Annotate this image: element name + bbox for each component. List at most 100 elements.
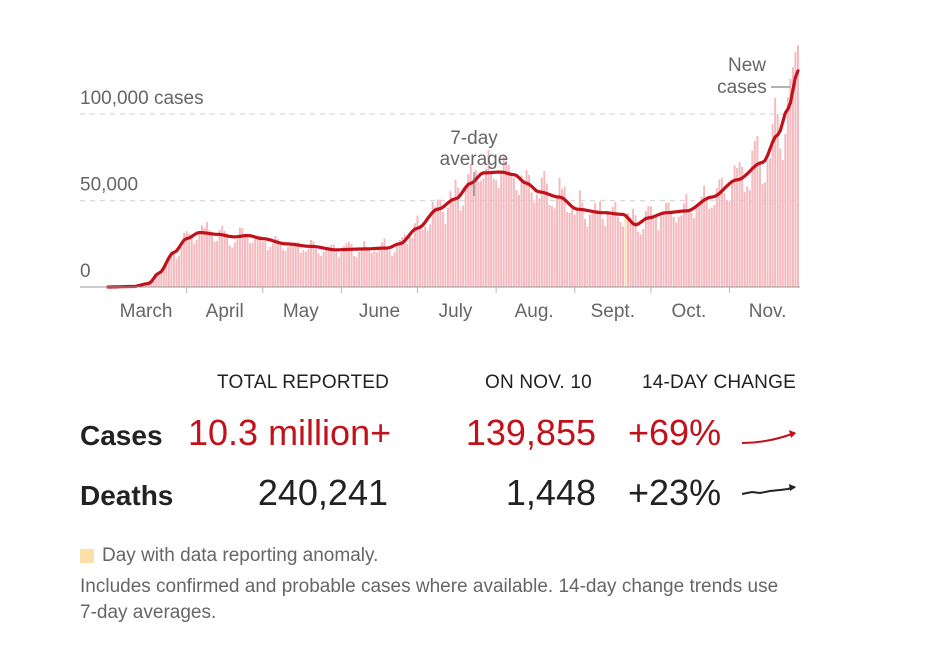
daily-bar-161 [515, 190, 518, 287]
daily-bar-197 [606, 213, 609, 287]
daily-bar-55 [246, 237, 249, 287]
daily-bar-99 [358, 251, 361, 287]
header-total-reported: TOTAL REPORTED [217, 372, 390, 393]
daily-bar-272 [797, 45, 799, 288]
daily-bar-91 [337, 257, 340, 287]
daily-bar-112 [391, 255, 394, 287]
daily-bar-33 [190, 235, 193, 287]
daily-bar-266 [781, 160, 784, 287]
x-tick-label-1: April [206, 301, 244, 322]
x-tick-label-3: June [359, 301, 400, 322]
daily-bar-223 [672, 216, 675, 287]
deaths-on-day: 1,448 [505, 472, 596, 513]
daily-bar-259 [764, 182, 766, 287]
daily-bar-133 [444, 224, 447, 287]
daily-bar-128 [431, 201, 434, 287]
daily-bar-243 [723, 193, 726, 287]
daily-bar-126 [426, 230, 429, 287]
daily-bar-199 [611, 206, 614, 287]
daily-bar-157 [505, 160, 508, 287]
daily-bar-252 [746, 186, 749, 287]
daily-bar-271 [794, 51, 797, 287]
daily-bar-228 [685, 193, 688, 287]
daily-bar-72 [289, 245, 292, 287]
daily-bar-156 [502, 155, 505, 287]
y-tick-label-0: 100,000 cases [80, 88, 204, 109]
daily-bar-250 [741, 167, 744, 287]
daily-bar-262 [771, 124, 774, 288]
daily-bar-43 [216, 241, 219, 287]
daily-bar-219 [662, 212, 665, 287]
daily-bar-212 [644, 210, 647, 287]
daily-bar-71 [287, 246, 290, 287]
daily-bar-148 [482, 178, 485, 287]
daily-bar-194 [599, 201, 602, 287]
daily-bar-104 [370, 252, 373, 287]
new-cases-annotation-line1: New [728, 55, 766, 76]
daily-bar-143 [469, 163, 472, 287]
cases-row-label: Cases [80, 420, 163, 451]
x-tick-label-5: Aug. [515, 301, 554, 322]
daily-bar-89 [332, 244, 335, 287]
daily-bar-233 [698, 202, 701, 287]
daily-bar-18 [152, 276, 155, 287]
daily-bar-200 [614, 202, 617, 287]
daily-bar-164 [523, 180, 525, 287]
header-14-day-change: 14-DAY CHANGE [642, 372, 796, 393]
cases-trend-arrow [741, 430, 796, 444]
deaths-row-label: Deaths [80, 480, 174, 511]
daily-bar-183 [571, 207, 574, 287]
daily-bar-165 [525, 169, 528, 287]
x-tick-label-6: Sept. [591, 301, 635, 322]
daily-bar-35 [195, 239, 198, 287]
daily-bar-122 [416, 215, 419, 287]
daily-bar-236 [705, 200, 708, 287]
daily-bar-238 [710, 207, 713, 287]
daily-bar-177 [556, 195, 558, 287]
daily-bar-265 [779, 148, 782, 287]
daily-bar-50 [233, 242, 236, 287]
daily-bar-155 [500, 170, 503, 287]
daily-bar-248 [736, 167, 739, 287]
daily-bar-184 [573, 214, 576, 287]
daily-bar-253 [748, 190, 751, 287]
daily-bar-17 [150, 281, 153, 287]
daily-bar-29 [180, 247, 183, 287]
daily-bar-261 [769, 158, 772, 287]
daily-bar-171 [540, 177, 543, 287]
daily-bar-241 [718, 179, 721, 287]
daily-bar-57 [251, 242, 254, 287]
daily-bar-203 [621, 226, 624, 287]
daily-bar-142 [467, 174, 470, 287]
daily-bar-247 [733, 165, 736, 287]
daily-bar-246 [731, 183, 734, 287]
daily-bar-117 [403, 234, 406, 287]
daily-bar-251 [743, 192, 746, 287]
anomaly-legend-label: Day with data reporting anomaly. [102, 545, 379, 566]
daily-bar-105 [373, 251, 376, 287]
daily-bar-92 [340, 252, 343, 287]
daily-bar-201 [616, 216, 619, 287]
daily-bar-166 [528, 174, 531, 287]
daily-bar-134 [446, 207, 449, 287]
daily-bar-149 [485, 168, 487, 287]
y-tick-label-2: 0 [80, 261, 91, 282]
daily-bar-73 [292, 244, 295, 287]
daily-bar-127 [429, 224, 432, 287]
cases-on-day: 139,855 [465, 412, 596, 453]
daily-bar-159 [510, 174, 513, 287]
daily-bar-85 [322, 251, 325, 287]
daily-bar-168 [533, 202, 536, 287]
daily-bar-26 [172, 251, 175, 287]
daily-bar-224 [675, 222, 678, 287]
daily-bar-111 [388, 250, 391, 287]
y-tick-labels: 100,000 cases 50,000 0 [80, 88, 204, 282]
daily-bar-38 [203, 227, 206, 287]
x-tick-label-4: July [439, 301, 473, 322]
footnote: Includes confirmed and probable cases wh… [80, 576, 779, 623]
x-tick-label-7: Oct. [671, 301, 706, 322]
daily-bar-20 [157, 273, 160, 287]
daily-bar-83 [317, 253, 320, 287]
daily-bar-214 [649, 206, 652, 287]
daily-bar-46 [223, 230, 226, 287]
